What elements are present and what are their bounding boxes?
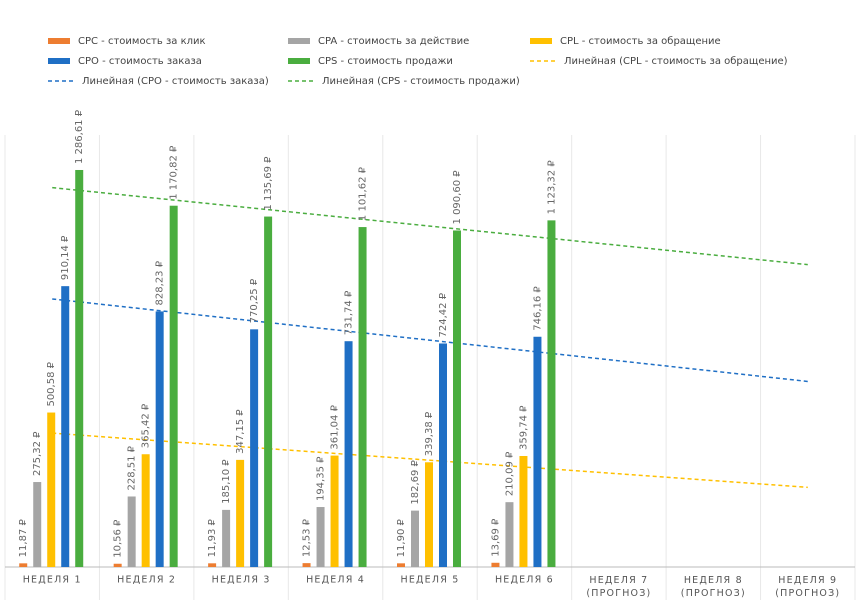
bar (547, 220, 556, 567)
bar (141, 454, 150, 567)
trend-line (52, 298, 808, 383)
bar (425, 462, 433, 567)
bar (113, 563, 122, 567)
bar (33, 482, 42, 567)
x-tick-line: (ПРОГНОЗ) (586, 588, 651, 599)
value-label: 13,69 ₽ (490, 518, 501, 557)
legend-label: CPA - стоимость за действие (318, 36, 469, 47)
value-label: 12,53 ₽ (302, 518, 313, 557)
bar (19, 563, 28, 567)
bar (75, 169, 84, 568)
legend-label: Линейная (CPO - стоимость заказа) (82, 76, 269, 87)
value-label: 185,10 ₽ (221, 459, 232, 504)
value-label: 11,87 ₽ (18, 519, 29, 558)
value-label: 359,74 ₽ (518, 405, 529, 450)
x-tick-label: НЕДЕЛЯ 2 (117, 575, 176, 586)
legend-label: CPS - стоимость продажи (318, 56, 453, 67)
bar (344, 341, 353, 567)
legend-label: Линейная (CPL - стоимость за обращение) (564, 56, 788, 67)
bar (491, 562, 500, 567)
bar (236, 459, 245, 567)
value-label: 746,16 ₽ (532, 286, 543, 331)
value-label: 1 286,61 ₽ (74, 109, 85, 164)
value-label: 11,90 ₽ (396, 519, 407, 558)
legend-swatch (288, 38, 310, 44)
value-label: 828,23 ₽ (155, 260, 166, 305)
bar (155, 311, 164, 567)
bar (264, 216, 273, 567)
value-label: 910,14 ₽ (60, 235, 71, 280)
bar (519, 455, 528, 567)
x-tick-label: НЕДЕЛЯ 8 (ПРОГНОЗ) (681, 575, 746, 599)
bar (169, 205, 178, 568)
value-label: 365,42 ₽ (141, 403, 152, 448)
bar (302, 563, 311, 567)
value-label: 10,56 ₽ (113, 519, 124, 558)
x-tick-line: (ПРОГНОЗ) (681, 588, 746, 599)
bar (397, 563, 405, 567)
value-label: 724,42 ₽ (438, 292, 449, 337)
legend-swatch (48, 58, 70, 64)
legend-label: CPL - стоимость за обращение (560, 36, 721, 47)
x-tick-label: НЕДЕЛЯ 9 (ПРОГНОЗ) (775, 575, 840, 599)
value-label: 11,93 ₽ (207, 519, 218, 558)
bar (358, 227, 367, 568)
value-label: 182,69 ₽ (410, 459, 421, 504)
x-tick-line: (ПРОГНОЗ) (775, 588, 840, 599)
legend-label: CPO - стоимость заказа (78, 56, 202, 67)
value-label: 1 170,82 ₽ (169, 145, 180, 200)
value-label: 210,09 ₽ (504, 451, 515, 496)
bar (47, 412, 56, 567)
x-tick-label: НЕДЕЛЯ 6 (495, 575, 554, 586)
x-tick-line: НЕДЕЛЯ 7 (589, 575, 648, 586)
x-tick-label: НЕДЕЛЯ 3 (212, 575, 271, 586)
value-label: 731,74 ₽ (344, 290, 355, 335)
trend-line (52, 186, 808, 266)
trend-line (52, 432, 808, 489)
value-label: 194,35 ₽ (316, 456, 327, 501)
value-label: 1 135,69 ₽ (263, 156, 274, 211)
legend-swatch (288, 58, 310, 64)
bar (533, 336, 542, 567)
bar (61, 286, 70, 567)
x-tick-line: НЕДЕЛЯ 8 (684, 575, 743, 586)
bar (439, 343, 447, 567)
value-label: 770,25 ₽ (249, 278, 260, 323)
x-tick-label: НЕДЕЛЯ 4 (306, 575, 365, 586)
value-label: 500,58 ₽ (46, 361, 57, 406)
bar (411, 510, 419, 567)
bar (222, 509, 231, 567)
x-tick-label: НЕДЕЛЯ 1 (23, 575, 82, 586)
legend-swatch (530, 38, 552, 44)
bar (453, 230, 461, 568)
legend-swatch (48, 38, 70, 44)
x-tick-label: НЕДЕЛЯ 7 (ПРОГНОЗ) (586, 575, 651, 599)
value-label: 275,32 ₽ (32, 431, 43, 476)
value-label: 361,04 ₽ (330, 404, 341, 449)
value-label: 339,38 ₽ (424, 411, 435, 456)
x-tick-label: НЕДЕЛЯ 5 (401, 575, 460, 586)
value-label: 228,51 ₽ (127, 445, 138, 490)
x-tick-line: НЕДЕЛЯ 9 (778, 575, 837, 586)
bar (208, 563, 217, 567)
legend-label: Линейная (CPS - стоимость продажи) (322, 76, 520, 87)
bar (250, 329, 259, 567)
value-label: 1 090,60 ₽ (452, 170, 463, 225)
value-label: 1 101,62 ₽ (358, 166, 369, 221)
bar (505, 502, 514, 567)
legend-label: CPC - стоимость за клик (78, 36, 206, 47)
bar (127, 496, 136, 567)
value-label: 347,15 ₽ (235, 409, 246, 454)
bar (316, 507, 325, 567)
value-label: 1 123,32 ₽ (546, 160, 557, 215)
bar (330, 455, 339, 567)
